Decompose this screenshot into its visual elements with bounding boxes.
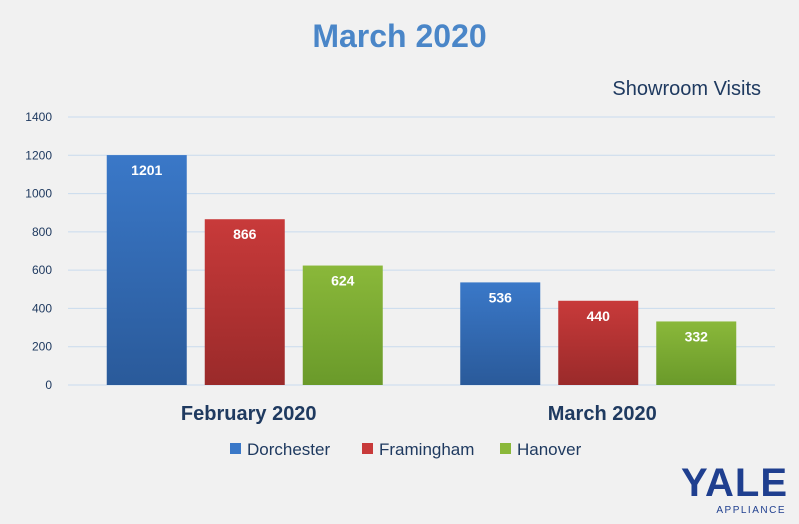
bar-dorchester bbox=[460, 282, 541, 385]
svg-text:APPLIANCE: APPLIANCE bbox=[716, 505, 786, 516]
legend-swatch-hanover bbox=[500, 443, 511, 454]
category-label: March 2020 bbox=[548, 403, 657, 425]
y-tick-label: 1400 bbox=[25, 110, 52, 124]
y-tick-label: 400 bbox=[32, 301, 52, 315]
y-tick-label: 200 bbox=[32, 340, 52, 354]
legend-label: Dorchester bbox=[247, 440, 330, 459]
bar-hanover bbox=[656, 321, 737, 385]
legend-swatch-framingham bbox=[362, 443, 373, 454]
chart-subtitle: Showroom Visits bbox=[612, 78, 761, 100]
chart-title: March 2020 bbox=[312, 18, 487, 54]
data-label: 440 bbox=[587, 308, 611, 324]
y-tick-label: 800 bbox=[32, 225, 52, 239]
bar-framingham bbox=[204, 219, 285, 385]
y-tick-label: 600 bbox=[32, 263, 52, 277]
data-label: 866 bbox=[233, 226, 257, 242]
data-label: 624 bbox=[331, 273, 355, 289]
legend-swatch-dorchester bbox=[230, 443, 241, 454]
data-label: 536 bbox=[489, 289, 513, 305]
legend-label: Framingham bbox=[379, 440, 474, 459]
y-tick-label: 1200 bbox=[25, 148, 52, 162]
svg-text:YALE: YALE bbox=[681, 462, 788, 505]
y-tick-label: 0 bbox=[45, 378, 52, 392]
data-label: 332 bbox=[685, 328, 709, 344]
yale-appliance-logo: YALE APPLIANCE bbox=[681, 462, 788, 516]
y-tick-label: 1000 bbox=[25, 187, 52, 201]
bar-dorchester bbox=[106, 155, 187, 385]
bar-hanover bbox=[302, 265, 383, 385]
data-label: 1201 bbox=[131, 162, 162, 178]
category-label: February 2020 bbox=[181, 403, 317, 425]
legend-label: Hanover bbox=[517, 440, 582, 459]
legend: Dorchester Framingham Hanover bbox=[230, 440, 582, 459]
bar-framingham bbox=[558, 300, 639, 385]
